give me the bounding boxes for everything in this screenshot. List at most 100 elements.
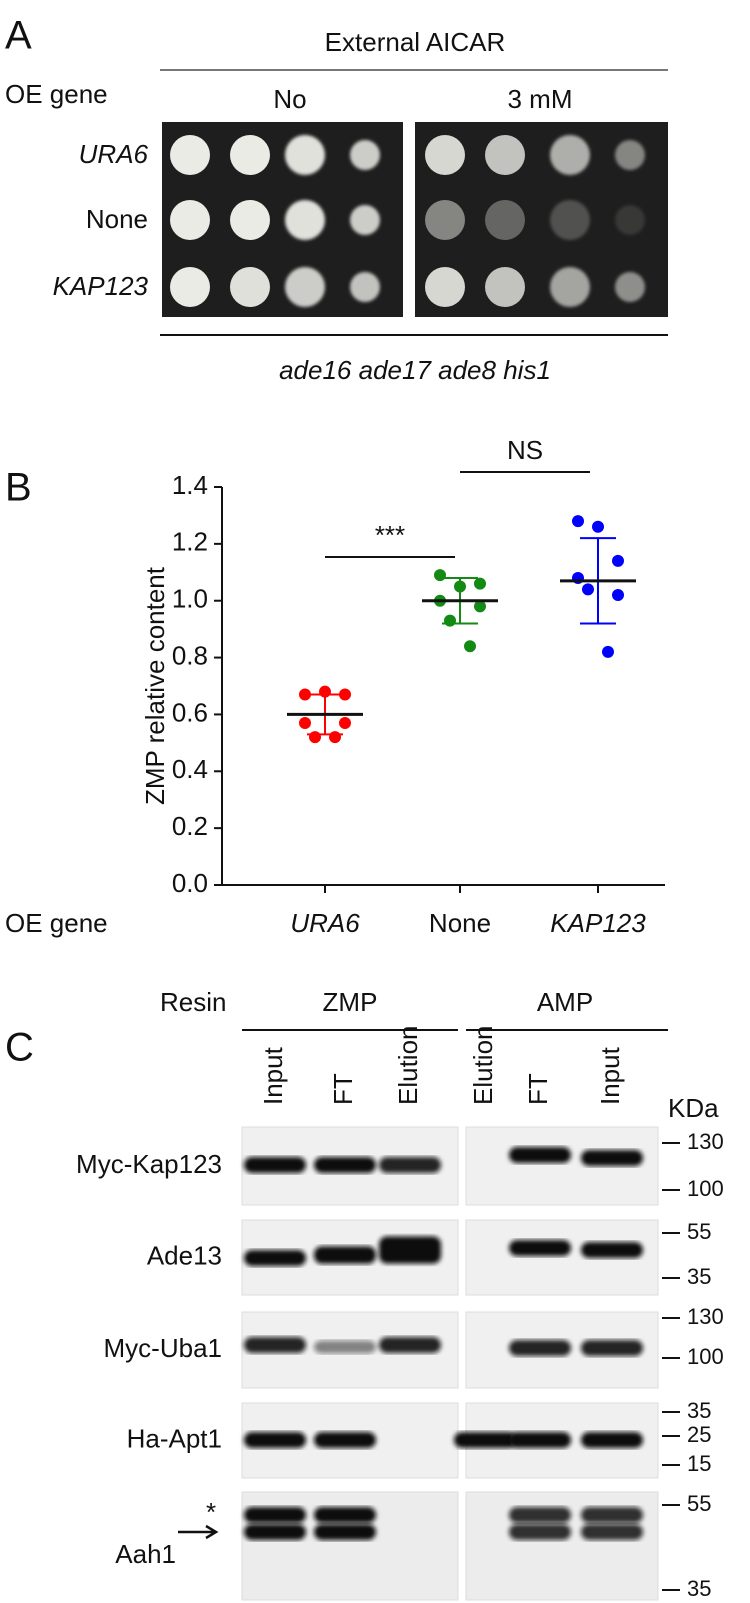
mw-unit: KDa [668,1093,719,1123]
row-label: URA6 [79,139,149,169]
lane-label: FT [523,1073,553,1105]
y-tick-label: 0.8 [172,640,208,670]
spot [170,200,210,240]
marker-label: 100 [687,1344,724,1369]
spot [550,200,590,240]
spot [485,135,525,175]
point [602,645,614,658]
band [509,1507,571,1523]
spots [170,135,645,307]
band [509,1524,571,1540]
spot [615,205,645,235]
spot [350,205,380,235]
spot [615,140,645,170]
point [592,520,604,533]
point [299,716,311,729]
point [582,583,594,596]
point [572,515,584,528]
marker-label: 55 [687,1219,711,1244]
header: External AICAR [325,27,506,57]
spot [285,267,325,307]
band [244,1157,306,1173]
row-label: None [86,204,148,234]
band [581,1524,643,1540]
point [339,716,351,729]
blot-label: Myc-Uba1 [104,1333,222,1363]
marker-label: 15 [687,1451,711,1476]
spot [425,267,465,307]
condition: No [273,84,306,114]
lane-label: Input [595,1046,625,1105]
blot-label: Ade13 [147,1240,222,1270]
point [434,569,446,582]
arrow [178,1524,219,1540]
band [244,1432,306,1448]
blot-label: Ha-Apt1 [127,1423,222,1453]
point [474,577,486,590]
band [244,1250,306,1266]
band [509,1147,571,1163]
spot [425,200,465,240]
band [379,1157,441,1173]
band [509,1340,571,1356]
band [314,1524,376,1540]
band [244,1524,306,1540]
point [339,688,351,701]
marker-label: 55 [687,1491,711,1516]
band [509,1432,571,1448]
y-tick-label: 1.0 [172,584,208,614]
point [464,640,476,653]
spot [485,267,525,307]
y-tick-label: 0.0 [172,868,208,898]
y-axis-label: ZMP relative content [140,566,170,805]
lane-label: Elution [468,1026,498,1106]
y-tick-label: 1.2 [172,527,208,557]
condition: 3 mM [508,84,573,114]
blot-label: Aah1 [115,1539,176,1569]
point [474,600,486,613]
point [329,731,341,744]
band [314,1507,376,1523]
point [612,589,624,602]
strain: ade16 ade17 ade8 his1 [279,355,551,385]
band [314,1157,376,1173]
row-label: KAP123 [53,271,149,301]
resin: ZMP [323,987,378,1017]
spot [230,200,270,240]
lane-label: Elution [393,1026,423,1106]
spot [170,135,210,175]
y-tick-label: 0.4 [172,754,208,784]
band [581,1242,643,1258]
resin-label: Resin [160,987,226,1017]
y-tick-label: 0.6 [172,697,208,727]
marker-label: 35 [687,1264,711,1289]
band [454,1432,516,1448]
band [379,1337,441,1353]
marker-label: 35 [687,1398,711,1423]
band [314,1432,376,1448]
x-axis-label: OE gene [5,908,108,938]
band [379,1236,441,1264]
marker-label: 35 [687,1576,711,1601]
row-header: OE gene [5,79,108,109]
spot [615,272,645,302]
marker-label: 130 [687,1129,724,1154]
spot [230,267,270,307]
lane-label: FT [328,1073,358,1105]
spot [550,267,590,307]
marker-label: 100 [687,1176,724,1201]
band [581,1340,643,1356]
panel-label: C [5,1026,34,1070]
x-tick-label: URA6 [290,908,360,938]
marker-label: 25 [687,1422,711,1447]
x-tick-label: None [429,908,491,938]
spot [350,140,380,170]
blot-label: Myc-Kap123 [76,1149,222,1179]
x-tick-label: KAP123 [550,908,646,938]
y-tick-label: 0.2 [172,811,208,841]
band [509,1240,571,1256]
band [314,1340,376,1354]
band-mark: * [206,1497,216,1527]
spot [550,135,590,175]
spot [230,135,270,175]
